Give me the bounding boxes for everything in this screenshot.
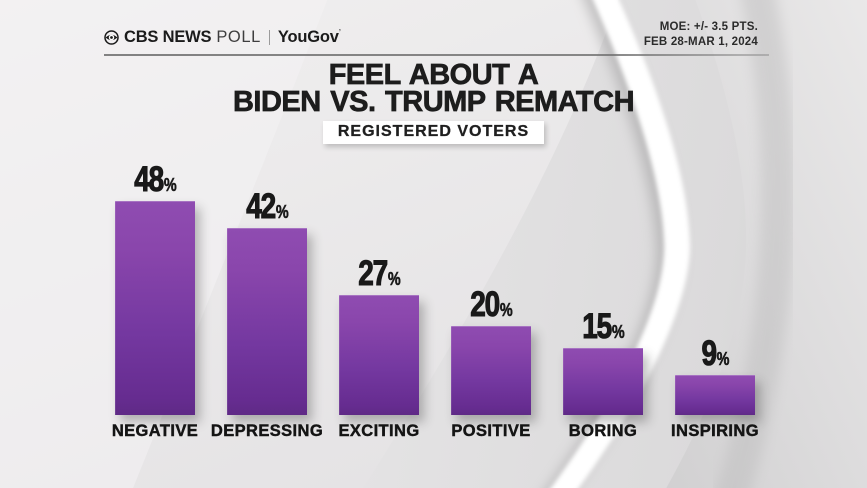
bar-inspiring — [675, 374, 755, 415]
chart-title-line1: FEEL ABOUT A — [328, 59, 539, 91]
chart-title-line2: BIDEN VS. TRUMP REMATCH — [232, 86, 635, 118]
cbs-eye-icon — [104, 30, 119, 45]
moe-line: MOE: +/- 3.5 PTS. — [659, 21, 758, 33]
bar-column-negative: 48% NEGATIVE — [112, 159, 198, 440]
bar-category-label: POSITIVE — [451, 422, 531, 440]
bar-column-inspiring: 9% INSPIRING — [671, 333, 759, 440]
bar-value-label: 48% — [133, 159, 177, 199]
bar-value-label: 15% — [581, 307, 625, 347]
bar-value-label: 42% — [245, 186, 289, 226]
bar-category-label: NEGATIVE — [111, 422, 199, 440]
bar-category-label: EXCITING — [338, 422, 420, 440]
bar-positive — [451, 325, 531, 415]
bar-value-label: 9% — [700, 333, 730, 373]
bar-column-exciting: 27% EXCITING — [338, 253, 419, 440]
date-line: FEB 28-MAR 1, 2024 — [643, 35, 758, 48]
title-block: FEEL ABOUT A BIDEN VS. TRUMP REMATCH REG… — [0, 59, 867, 144]
bar-value-label: 20% — [469, 284, 513, 324]
registered-voters-badge: REGISTERED VOTERS — [322, 121, 545, 144]
header: CBS NEWS POLL YouGov’ MOE: +/- 3.5 PTS. … — [0, 0, 867, 56]
brand-divider — [268, 30, 270, 45]
brand-cbs-news: CBS NEWS — [124, 28, 212, 46]
bar-category-label: DEPRESSING — [210, 422, 324, 440]
methodology-note: MOE: +/- 3.5 PTS. FEB 28-MAR 1, 2024 — [644, 20, 758, 49]
bar-depressing — [227, 227, 307, 415]
yougov-mark: ’ — [338, 28, 341, 37]
bar-column-positive: 20% POSITIVE — [451, 284, 531, 440]
bar-value-label: 27% — [357, 253, 401, 293]
bar-column-depressing: 42% DEPRESSING — [211, 186, 323, 440]
brand-poll: POLL — [216, 28, 261, 46]
bar-exciting — [339, 294, 419, 415]
bar-boring — [563, 348, 643, 415]
header-rule — [104, 54, 769, 56]
bar-chart: 48% NEGATIVE 42% DEPRESSING 27% EXCITING… — [112, 0, 759, 440]
brand-lockup: CBS NEWS POLL YouGov’ — [104, 28, 341, 47]
bar-negative — [115, 200, 195, 415]
bar-column-boring: 15% BORING — [563, 307, 643, 440]
bar-category-label: BORING — [568, 422, 638, 440]
brand-yougov: YouGov’ — [277, 28, 341, 46]
bar-category-label: INSPIRING — [671, 422, 759, 440]
